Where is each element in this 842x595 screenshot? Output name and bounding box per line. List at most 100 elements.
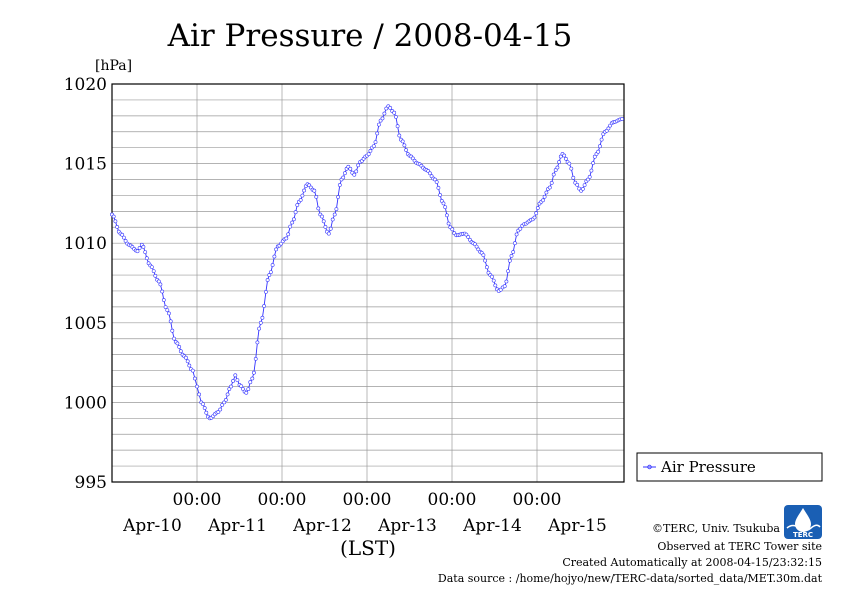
wave-icon xyxy=(786,524,821,532)
logo-text: TERC xyxy=(793,531,813,539)
legend-box xyxy=(636,452,823,482)
data-point xyxy=(312,188,317,193)
data-point xyxy=(400,139,405,144)
data-point xyxy=(504,279,509,284)
data-point xyxy=(170,328,175,333)
data-point xyxy=(439,198,444,203)
data-point xyxy=(250,376,255,381)
data-point xyxy=(316,206,321,211)
data-point xyxy=(326,231,331,236)
data-point xyxy=(135,249,140,254)
data-point xyxy=(330,217,335,222)
data-point xyxy=(161,298,166,302)
data-point xyxy=(123,238,128,243)
x-tick-day-label: Apr-15 xyxy=(547,516,607,536)
data-point xyxy=(216,410,221,414)
data-point xyxy=(592,154,597,159)
data-point xyxy=(541,198,545,203)
y-tick-label: 995 xyxy=(75,473,107,493)
data-point xyxy=(513,241,517,246)
y-axis-label: [hPa] xyxy=(95,58,132,74)
data-point xyxy=(172,336,177,341)
y-tick-label: 1010 xyxy=(64,234,107,254)
data-point xyxy=(263,289,268,294)
data-point xyxy=(141,244,146,249)
data-point xyxy=(446,221,451,226)
data-point xyxy=(393,115,398,119)
data-point xyxy=(300,193,305,198)
data-point xyxy=(591,161,596,165)
data-point xyxy=(314,194,319,199)
data-point xyxy=(235,378,240,383)
data-point xyxy=(222,400,227,405)
data-point xyxy=(356,163,361,168)
data-point xyxy=(240,386,245,391)
data-point xyxy=(178,349,183,354)
data-point xyxy=(336,195,341,199)
data-point xyxy=(348,166,353,171)
data-point xyxy=(598,144,602,149)
data-point xyxy=(183,355,188,360)
data-point xyxy=(549,180,554,185)
data-point xyxy=(382,111,387,116)
data-point xyxy=(111,214,116,219)
data-point xyxy=(557,160,562,164)
data-point xyxy=(166,311,171,316)
credit-observed: Observed at TERC Tower site xyxy=(657,540,822,553)
data-point xyxy=(341,175,346,180)
data-point xyxy=(202,406,207,410)
data-point xyxy=(195,384,199,389)
credit-source: Data source : /home/hojyo/new/TERC-data/… xyxy=(438,572,823,585)
data-point xyxy=(295,203,300,207)
data-point xyxy=(402,143,407,148)
y-tick-labels: 995 1000 1005 1010 1015 1020 xyxy=(64,75,107,493)
data-point xyxy=(268,270,273,275)
data-point xyxy=(165,308,170,313)
data-point xyxy=(436,185,441,190)
data-point xyxy=(438,193,443,197)
data-point xyxy=(253,356,258,361)
data-point xyxy=(204,410,209,415)
data-point xyxy=(257,326,262,331)
legend-marker xyxy=(647,464,652,470)
data-point xyxy=(506,269,511,274)
data-point xyxy=(395,124,400,129)
data-point xyxy=(354,169,359,174)
data-point xyxy=(558,154,563,159)
data-point xyxy=(233,373,238,378)
data-point xyxy=(571,175,576,180)
data-point xyxy=(443,205,448,210)
data-point xyxy=(187,363,192,368)
chart-title: Air Pressure / 2008-04-15 xyxy=(167,18,573,54)
data-point xyxy=(586,177,590,182)
data-point xyxy=(239,384,244,389)
data-point xyxy=(489,274,494,279)
data-point xyxy=(175,341,180,346)
data-point xyxy=(246,387,251,392)
data-point xyxy=(498,287,503,292)
data-point xyxy=(328,226,333,231)
data-point xyxy=(225,392,230,397)
data-point xyxy=(551,172,556,177)
y-tick-label: 1005 xyxy=(64,314,107,334)
y-tick-label: 1020 xyxy=(64,75,107,95)
data-point xyxy=(190,368,195,373)
data-point xyxy=(507,258,512,263)
data-point xyxy=(115,224,120,229)
data-point xyxy=(244,390,249,395)
data-point xyxy=(493,283,498,288)
data-point xyxy=(177,344,182,349)
data-point xyxy=(227,387,232,391)
data-point xyxy=(192,376,197,381)
data-point xyxy=(582,183,587,188)
data-point xyxy=(122,235,126,240)
data-point xyxy=(231,378,236,383)
data-point xyxy=(544,190,549,195)
data-point xyxy=(323,224,328,229)
data-point xyxy=(555,165,560,170)
data-point xyxy=(371,144,376,149)
data-point xyxy=(502,284,507,289)
credit-created: Created Automatically at 2008-04-15/23:3… xyxy=(562,556,822,569)
data-point xyxy=(434,180,439,184)
